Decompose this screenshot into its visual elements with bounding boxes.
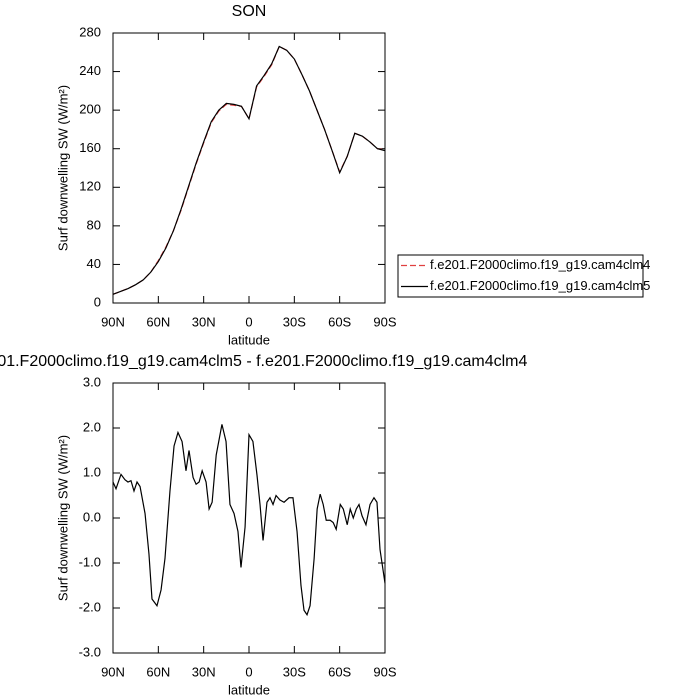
x-tick-label: 90S	[373, 314, 396, 329]
x-tick-label: 30N	[192, 664, 216, 679]
x-tick-label: 60S	[328, 664, 351, 679]
y-tick-label: 40	[87, 256, 101, 271]
y-tick-label: 80	[87, 217, 101, 232]
x-tick-label: 0	[245, 664, 252, 679]
x-tick-label: 90N	[101, 314, 125, 329]
legend-label: f.e201.F2000climo.f19_g19.cam4clm5	[430, 278, 650, 293]
legend-box	[397, 254, 644, 298]
y-tick-label: 240	[79, 63, 101, 78]
x-tick-label: 90S	[373, 664, 396, 679]
y-axis-label: Surf downwelling SW (W/m²)	[55, 85, 70, 251]
x-axis-label: latitude	[228, 682, 270, 697]
x-tick-label: 30S	[283, 314, 306, 329]
x-tick-label: 30S	[283, 664, 306, 679]
x-axis-label: latitude	[228, 332, 270, 347]
x-tick-label: 90N	[101, 664, 125, 679]
x-tick-label: 30N	[192, 314, 216, 329]
y-tick-label: 1.0	[83, 464, 101, 479]
plot-frame	[112, 382, 386, 654]
data-line	[112, 45, 386, 295]
y-tick-label: 160	[79, 140, 101, 155]
chart-title: f.e201.F2000climo.f19_g19.cam4clm5 - f.e…	[0, 353, 527, 370]
y-tick-label: 280	[79, 24, 101, 39]
y-tick-label: 0	[94, 294, 101, 309]
y-tick-label: -1.0	[79, 554, 101, 569]
y-tick-label: 3.0	[83, 374, 101, 389]
y-axis-label: Surf downwelling SW (W/m²)	[55, 435, 70, 601]
x-tick-label: 60N	[146, 314, 170, 329]
x-tick-label: 60S	[328, 314, 351, 329]
x-tick-label: 0	[245, 314, 252, 329]
y-tick-label: -2.0	[79, 599, 101, 614]
plot-frame	[112, 32, 386, 304]
legend-label: f.e201.F2000climo.f19_g19.cam4clm4	[430, 257, 650, 272]
data-line	[112, 45, 386, 295]
data-line	[112, 424, 386, 617]
x-tick-label: 60N	[146, 664, 170, 679]
y-tick-label: 200	[79, 102, 101, 117]
y-tick-label: -3.0	[79, 644, 101, 659]
y-tick-label: 2.0	[83, 419, 101, 434]
y-tick-label: 120	[79, 179, 101, 194]
chart-title: SON	[232, 3, 267, 20]
y-tick-label: 0.0	[83, 509, 101, 524]
